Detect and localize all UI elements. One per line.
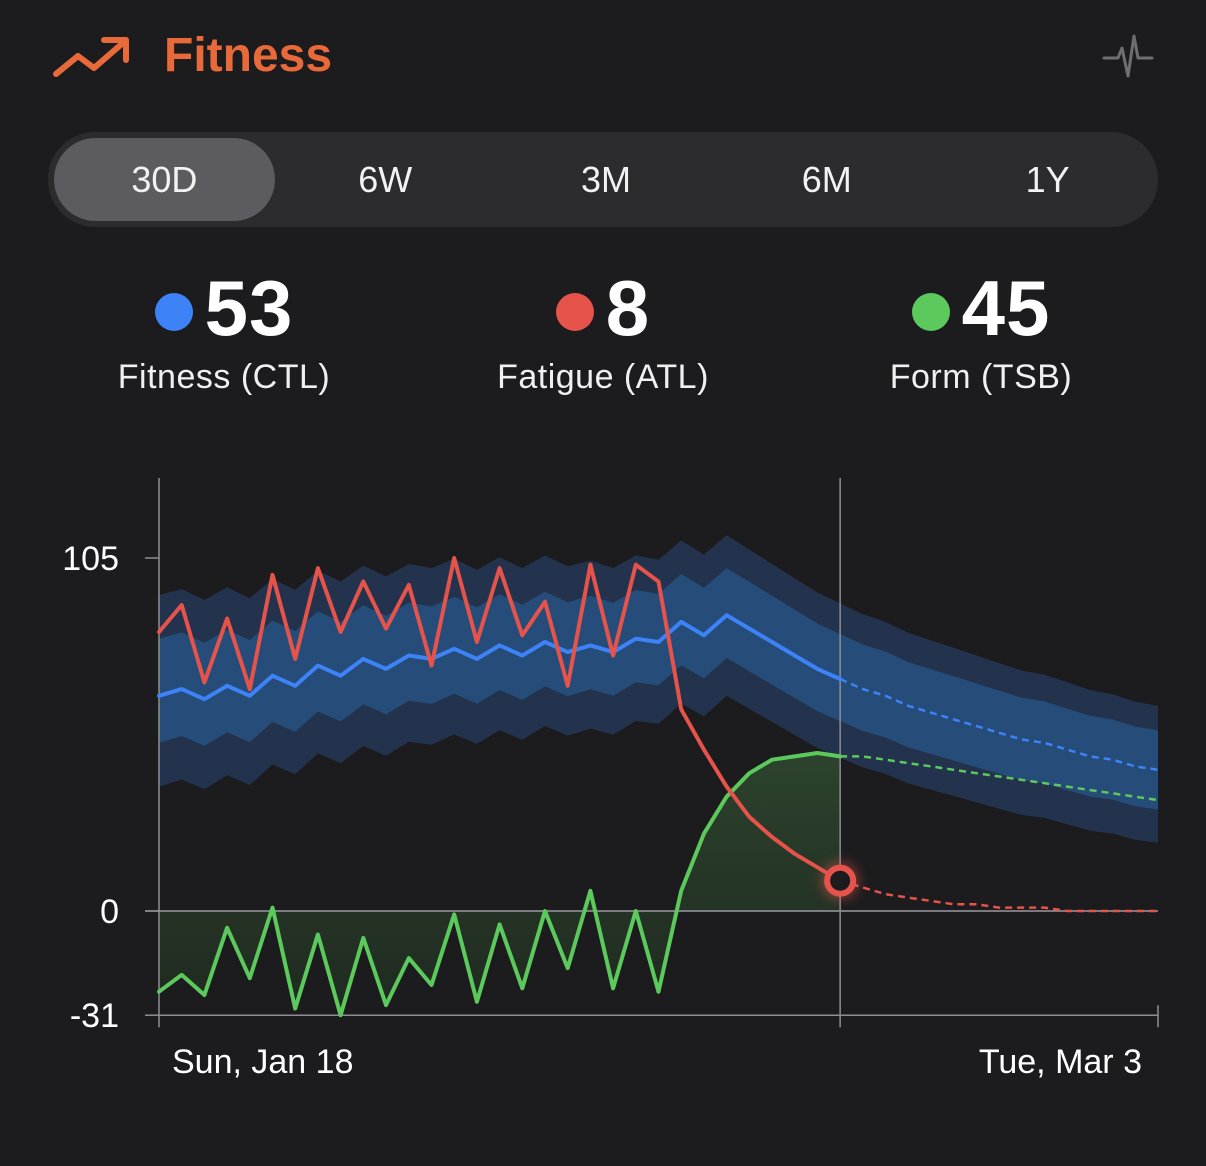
tab-6m[interactable]: 6M [801,158,852,200]
x-end-label: Tue, Mar 3 [979,1043,1142,1081]
fitness-dot [154,293,193,331]
page-title: Fitness [164,29,333,82]
stat-form: 45 Form (TSB) [781,262,1181,397]
form-label: Form (TSB) [889,358,1073,396]
y-tick-label: -31 [70,997,119,1035]
fatigue-dot [555,293,594,331]
tab-30d[interactable]: 30D [54,138,275,221]
tab-1y[interactable]: 1Y [1025,158,1070,200]
y-tick-label: 105 [62,540,119,578]
fitness-value: 53 [204,264,294,352]
fatigue-label: Fatigue (ATL) [497,358,709,396]
trend-up-arrow-icon [53,37,129,77]
stat-fitness: 53 Fitness (CTL) [24,262,424,397]
cursor-marker [824,864,857,897]
activity-pulse-icon[interactable] [1102,30,1154,82]
header: Fitness [52,28,1162,88]
x-start-label: Sun, Jan 18 [172,1043,353,1081]
tab-6w[interactable]: 6W [358,158,413,200]
fitness-chart[interactable]: 105 0 -31 Sun, Jan 18 Tue, Mar 3 [0,460,1206,1100]
atl-line [157,556,843,883]
ctl-inner-band [159,568,1158,810]
fitness-label: Fitness (CTL) [117,358,331,396]
form-value: 45 [961,264,1051,352]
stats-row: 53 Fitness (CTL) 8 Fatigue (ATL) 45 Form… [0,262,1206,422]
tab-3m[interactable]: 3M [580,158,631,200]
form-dot [911,293,950,331]
atl-projection [839,879,1158,913]
ctl-projection [839,677,1159,772]
tsb-line [157,751,843,1018]
tsb-projection [840,755,1159,802]
ctl-line [157,613,843,702]
range-segmented-control: 30D 6W 3M 6M 1Y [48,132,1158,227]
stat-fatigue: 8 Fatigue (ATL) [403,262,803,397]
y-tick-label: 0 [100,893,119,931]
tsb-area [159,753,841,1016]
fatigue-value: 8 [605,264,651,352]
